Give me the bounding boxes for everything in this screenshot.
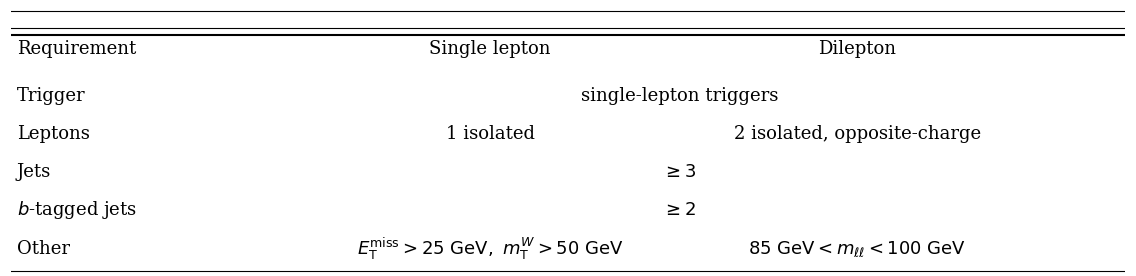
Text: Trigger: Trigger bbox=[17, 87, 85, 105]
Text: $E_{\mathrm{T}}^{\mathrm{miss}} > 25\ \mathrm{GeV},\ m_{\mathrm{T}}^{W} > 50\ \m: $E_{\mathrm{T}}^{\mathrm{miss}} > 25\ \m… bbox=[357, 236, 624, 262]
Text: Requirement: Requirement bbox=[17, 40, 136, 58]
Text: $\geq 2$: $\geq 2$ bbox=[662, 201, 696, 219]
Text: single-lepton triggers: single-lepton triggers bbox=[580, 87, 778, 105]
Text: Single lepton: Single lepton bbox=[429, 40, 551, 58]
Text: Dilepton: Dilepton bbox=[818, 40, 896, 58]
Text: $\geq 3$: $\geq 3$ bbox=[662, 163, 696, 181]
Text: Other: Other bbox=[17, 240, 70, 258]
Text: $b$-tagged jets: $b$-tagged jets bbox=[17, 199, 137, 221]
Text: Leptons: Leptons bbox=[17, 125, 90, 143]
Text: 2 isolated, opposite-charge: 2 isolated, opposite-charge bbox=[734, 125, 982, 143]
Text: $85\ \mathrm{GeV} < m_{\ell\ell} < 100\ \mathrm{GeV}$: $85\ \mathrm{GeV} < m_{\ell\ell} < 100\ … bbox=[749, 239, 967, 259]
Text: Jets: Jets bbox=[17, 163, 51, 181]
Text: 1 isolated: 1 isolated bbox=[445, 125, 535, 143]
